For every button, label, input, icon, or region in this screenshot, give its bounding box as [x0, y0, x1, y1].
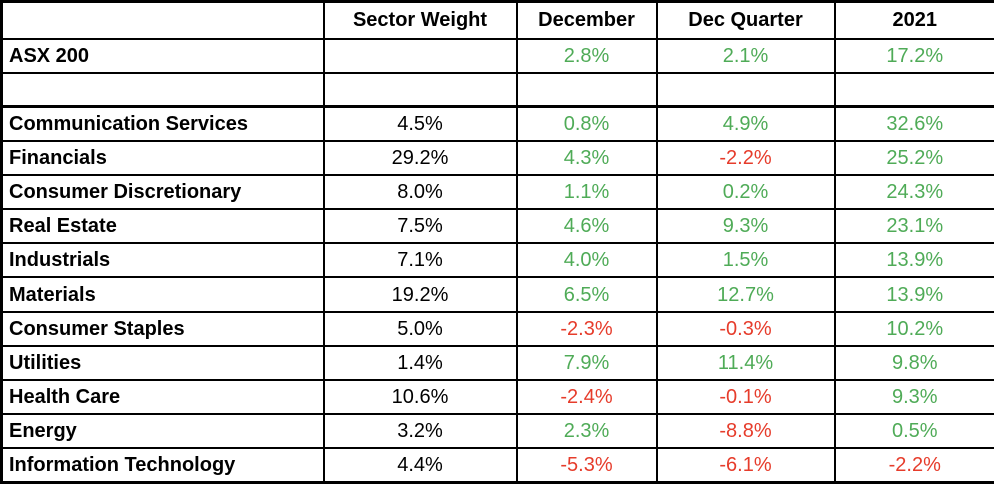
december-cell: 2.3% — [515, 413, 658, 450]
year-2021-cell: 24.3% — [833, 174, 994, 211]
december-cell: 4.3% — [515, 139, 658, 177]
sector-cell: Real Estate — [0, 208, 325, 245]
december-cell: 7.9% — [515, 344, 658, 381]
year-2021-cell: 25.2% — [833, 139, 994, 177]
sector-cell: Communication Services — [0, 105, 325, 142]
sector-cell: ASX 200 — [0, 37, 325, 74]
table-row-financials: Financials 29.2% 4.3% -2.2% 25.2% — [0, 139, 994, 177]
year-2021-cell: 9.8% — [833, 344, 994, 381]
weight-cell — [322, 37, 518, 74]
year-2021-cell: 17.2% — [833, 37, 994, 74]
year-2021-cell: 32.6% — [833, 105, 994, 142]
december-cell: -2.3% — [515, 310, 658, 347]
december-cell: 4.6% — [515, 208, 658, 245]
column-header-blank — [0, 0, 325, 40]
december-cell: 1.1% — [515, 174, 658, 211]
year-2021-cell: 9.3% — [833, 378, 994, 416]
table-row-consumer-discretionary: Consumer Discretionary 8.0% 1.1% 0.2% 24.3% — [0, 174, 994, 211]
dec-quarter-cell: 11.4% — [655, 344, 836, 381]
table-row-information-technology: Information Technology 4.4% -5.3% -6.1% -2.2… — [0, 447, 994, 484]
sector-cell: Energy — [0, 413, 325, 450]
year-2021-cell: -2.2% — [833, 447, 994, 484]
table-row-health-care: Health Care 10.6% -2.4% -0.1% 9.3% — [0, 378, 994, 416]
dec-quarter-cell — [655, 71, 836, 109]
dec-quarter-cell: 4.9% — [655, 105, 836, 142]
table-row-energy: Energy 3.2% 2.3% -8.8% 0.5% — [0, 413, 994, 450]
sector-cell — [0, 71, 325, 109]
december-cell — [515, 71, 658, 109]
sector-cell: Materials — [0, 276, 325, 313]
year-2021-cell: 0.5% — [833, 413, 994, 450]
weight-cell: 4.5% — [322, 105, 518, 142]
dec-quarter-cell: 1.5% — [655, 242, 836, 279]
dec-quarter-cell: 0.2% — [655, 174, 836, 211]
year-2021-cell: 23.1% — [833, 208, 994, 245]
column-header-sector-weight: Sector Weight — [322, 0, 518, 40]
year-2021-cell — [833, 71, 994, 109]
weight-cell: 3.2% — [322, 413, 518, 450]
sector-cell: Health Care — [0, 378, 325, 416]
weight-cell: 4.4% — [322, 447, 518, 484]
weight-cell: 10.6% — [322, 378, 518, 416]
december-cell: -2.4% — [515, 378, 658, 416]
sector-cell: Utilities — [0, 344, 325, 381]
weight-cell: 19.2% — [322, 276, 518, 313]
weight-cell: 29.2% — [322, 139, 518, 177]
column-header-2021: 2021 — [833, 0, 994, 40]
dec-quarter-cell: -0.3% — [655, 310, 836, 347]
table-row-real-estate: Real Estate 7.5% 4.6% 9.3% 23.1% — [0, 208, 994, 245]
table-row-materials: Materials 19.2% 6.5% 12.7% 13.9% — [0, 276, 994, 313]
column-header-december: December — [515, 0, 658, 40]
column-header-dec-quarter: Dec Quarter — [655, 0, 836, 40]
year-2021-cell: 10.2% — [833, 310, 994, 347]
dec-quarter-cell: -2.2% — [655, 139, 836, 177]
table-row-communication-services: Communication Services 4.5% 0.8% 4.9% 32.6% — [0, 105, 994, 142]
year-2021-cell: 13.9% — [833, 276, 994, 313]
december-cell: 0.8% — [515, 105, 658, 142]
weight-cell: 7.5% — [322, 208, 518, 245]
dec-quarter-cell: -6.1% — [655, 447, 836, 484]
dec-quarter-cell: 12.7% — [655, 276, 836, 313]
table-header: Sector Weight December Dec Quarter 2021 — [0, 0, 994, 40]
december-cell: 4.0% — [515, 242, 658, 279]
dec-quarter-cell: 9.3% — [655, 208, 836, 245]
header-row: Sector Weight December Dec Quarter 2021 — [0, 0, 994, 40]
table-row-consumer-staples: Consumer Staples 5.0% -2.3% -0.3% 10.2% — [0, 310, 994, 347]
weight-cell: 7.1% — [322, 242, 518, 279]
weight-cell: 5.0% — [322, 310, 518, 347]
sector-cell: Financials — [0, 139, 325, 177]
year-2021-cell: 13.9% — [833, 242, 994, 279]
table-row-utilities: Utilities 1.4% 7.9% 11.4% 9.8% — [0, 344, 994, 381]
sector-cell: Consumer Discretionary — [0, 174, 325, 211]
weight-cell: 1.4% — [322, 344, 518, 381]
weight-cell — [322, 71, 518, 109]
december-cell: 2.8% — [515, 37, 658, 74]
sector-cell: Consumer Staples — [0, 310, 325, 347]
dec-quarter-cell: -0.1% — [655, 378, 836, 416]
sector-cell: Industrials — [0, 242, 325, 279]
table-body: ASX 200 2.8% 2.1% 17.2% Communication Servic… — [0, 37, 994, 484]
dec-quarter-cell: -8.8% — [655, 413, 836, 450]
december-cell: 6.5% — [515, 276, 658, 313]
weight-cell: 8.0% — [322, 174, 518, 211]
table-row-industrials: Industrials 7.1% 4.0% 1.5% 13.9% — [0, 242, 994, 279]
dec-quarter-cell: 2.1% — [655, 37, 836, 74]
december-cell: -5.3% — [515, 447, 658, 484]
sector-cell: Information Technology — [0, 447, 325, 484]
table-row-asx-200: ASX 200 2.8% 2.1% 17.2% — [0, 37, 994, 74]
spacer-row — [0, 71, 994, 109]
